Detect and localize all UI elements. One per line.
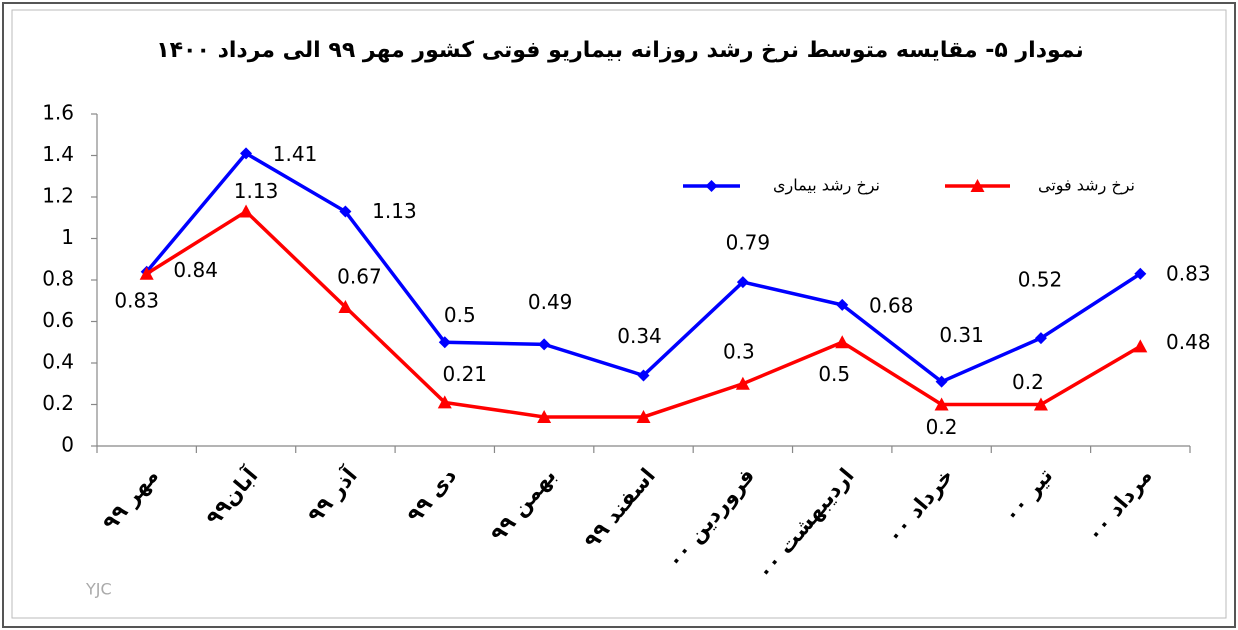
point bbox=[139, 266, 154, 280]
data-label: 0.52 bbox=[1018, 268, 1063, 292]
point bbox=[934, 397, 949, 411]
point bbox=[339, 205, 352, 218]
data-label: 0.48 bbox=[1166, 330, 1211, 354]
x-tick-label: مهر ۹۹ bbox=[98, 464, 163, 535]
watermark: YJC bbox=[85, 580, 112, 599]
point bbox=[637, 369, 650, 382]
data-label: 0.79 bbox=[726, 231, 771, 255]
x-tick-label: خرداد ۰۰ bbox=[882, 464, 958, 548]
data-label: 0.5 bbox=[818, 362, 850, 386]
y-tick-label: 0.2 bbox=[42, 391, 74, 415]
point bbox=[538, 338, 551, 351]
legend-label: نرخ رشد بیماری bbox=[773, 176, 880, 196]
point bbox=[1034, 332, 1047, 345]
x-tick-label: آذر ۹۹ bbox=[302, 462, 362, 527]
data-label: 1.13 bbox=[372, 199, 417, 223]
x-tick-label: فروردین ۰۰ bbox=[662, 464, 759, 573]
data-label: 1.13 bbox=[234, 179, 279, 203]
data-label: 0.83 bbox=[1166, 261, 1211, 285]
data-label: 0.2 bbox=[926, 415, 958, 439]
y-tick-label: 1.2 bbox=[42, 184, 74, 208]
point bbox=[636, 409, 651, 423]
point bbox=[437, 395, 452, 409]
x-tick-label: تیر ۰۰ bbox=[999, 464, 1058, 527]
point bbox=[935, 375, 948, 388]
point bbox=[735, 376, 750, 390]
x-tick-label: اردیبهشت ۰۰ bbox=[752, 464, 858, 584]
point bbox=[338, 299, 353, 313]
x-tick-label: بهمن ۹۹ bbox=[486, 464, 561, 547]
legend-marker bbox=[705, 180, 718, 192]
point bbox=[240, 147, 253, 160]
data-label: 0.34 bbox=[617, 324, 662, 348]
data-label: 0.67 bbox=[337, 264, 382, 288]
x-tick-label: دی ۹۹ bbox=[402, 463, 461, 527]
data-label: 0.68 bbox=[869, 293, 914, 317]
data-label: 0.31 bbox=[939, 323, 984, 347]
legend-marker bbox=[970, 179, 985, 192]
data-label: 0.49 bbox=[528, 290, 573, 314]
point bbox=[438, 336, 451, 349]
series-line bbox=[145, 209, 1142, 419]
x-tick-label: اسفند ۹۹ bbox=[579, 464, 659, 553]
data-label: 0.5 bbox=[444, 303, 476, 327]
point bbox=[537, 409, 552, 423]
point bbox=[1033, 397, 1048, 411]
point bbox=[1134, 267, 1147, 280]
data-label: 0.2 bbox=[1012, 370, 1044, 394]
y-tick-label: 0.4 bbox=[42, 350, 74, 374]
x-tick-label: آبان۹۹ bbox=[201, 462, 263, 530]
y-tick-label: 0.6 bbox=[42, 308, 74, 332]
data-label: 0.84 bbox=[173, 258, 218, 282]
chart-title: نمودار ۵- مقایسه متوسط نرخ رشد روزانه بی… bbox=[156, 38, 1084, 63]
y-tick-label: 1 bbox=[61, 225, 74, 249]
legend-label: نرخ رشد فوتی bbox=[1038, 176, 1135, 196]
point bbox=[835, 335, 850, 349]
point bbox=[836, 298, 849, 311]
data-label: 0.83 bbox=[114, 288, 159, 312]
y-tick-label: 0.8 bbox=[42, 267, 74, 291]
inner-frame bbox=[11, 9, 1227, 619]
data-label: 0.3 bbox=[723, 339, 755, 363]
y-tick-label: 1.4 bbox=[42, 142, 74, 166]
point bbox=[1133, 339, 1148, 353]
data-label: 0.21 bbox=[443, 362, 488, 386]
y-tick-label: 1.6 bbox=[42, 101, 74, 125]
y-tick-label: 0 bbox=[61, 433, 74, 457]
point bbox=[239, 204, 254, 218]
point bbox=[736, 276, 749, 289]
data-label: 1.41 bbox=[273, 142, 318, 166]
x-tick-label: مرداد ۰۰ bbox=[1082, 464, 1157, 547]
